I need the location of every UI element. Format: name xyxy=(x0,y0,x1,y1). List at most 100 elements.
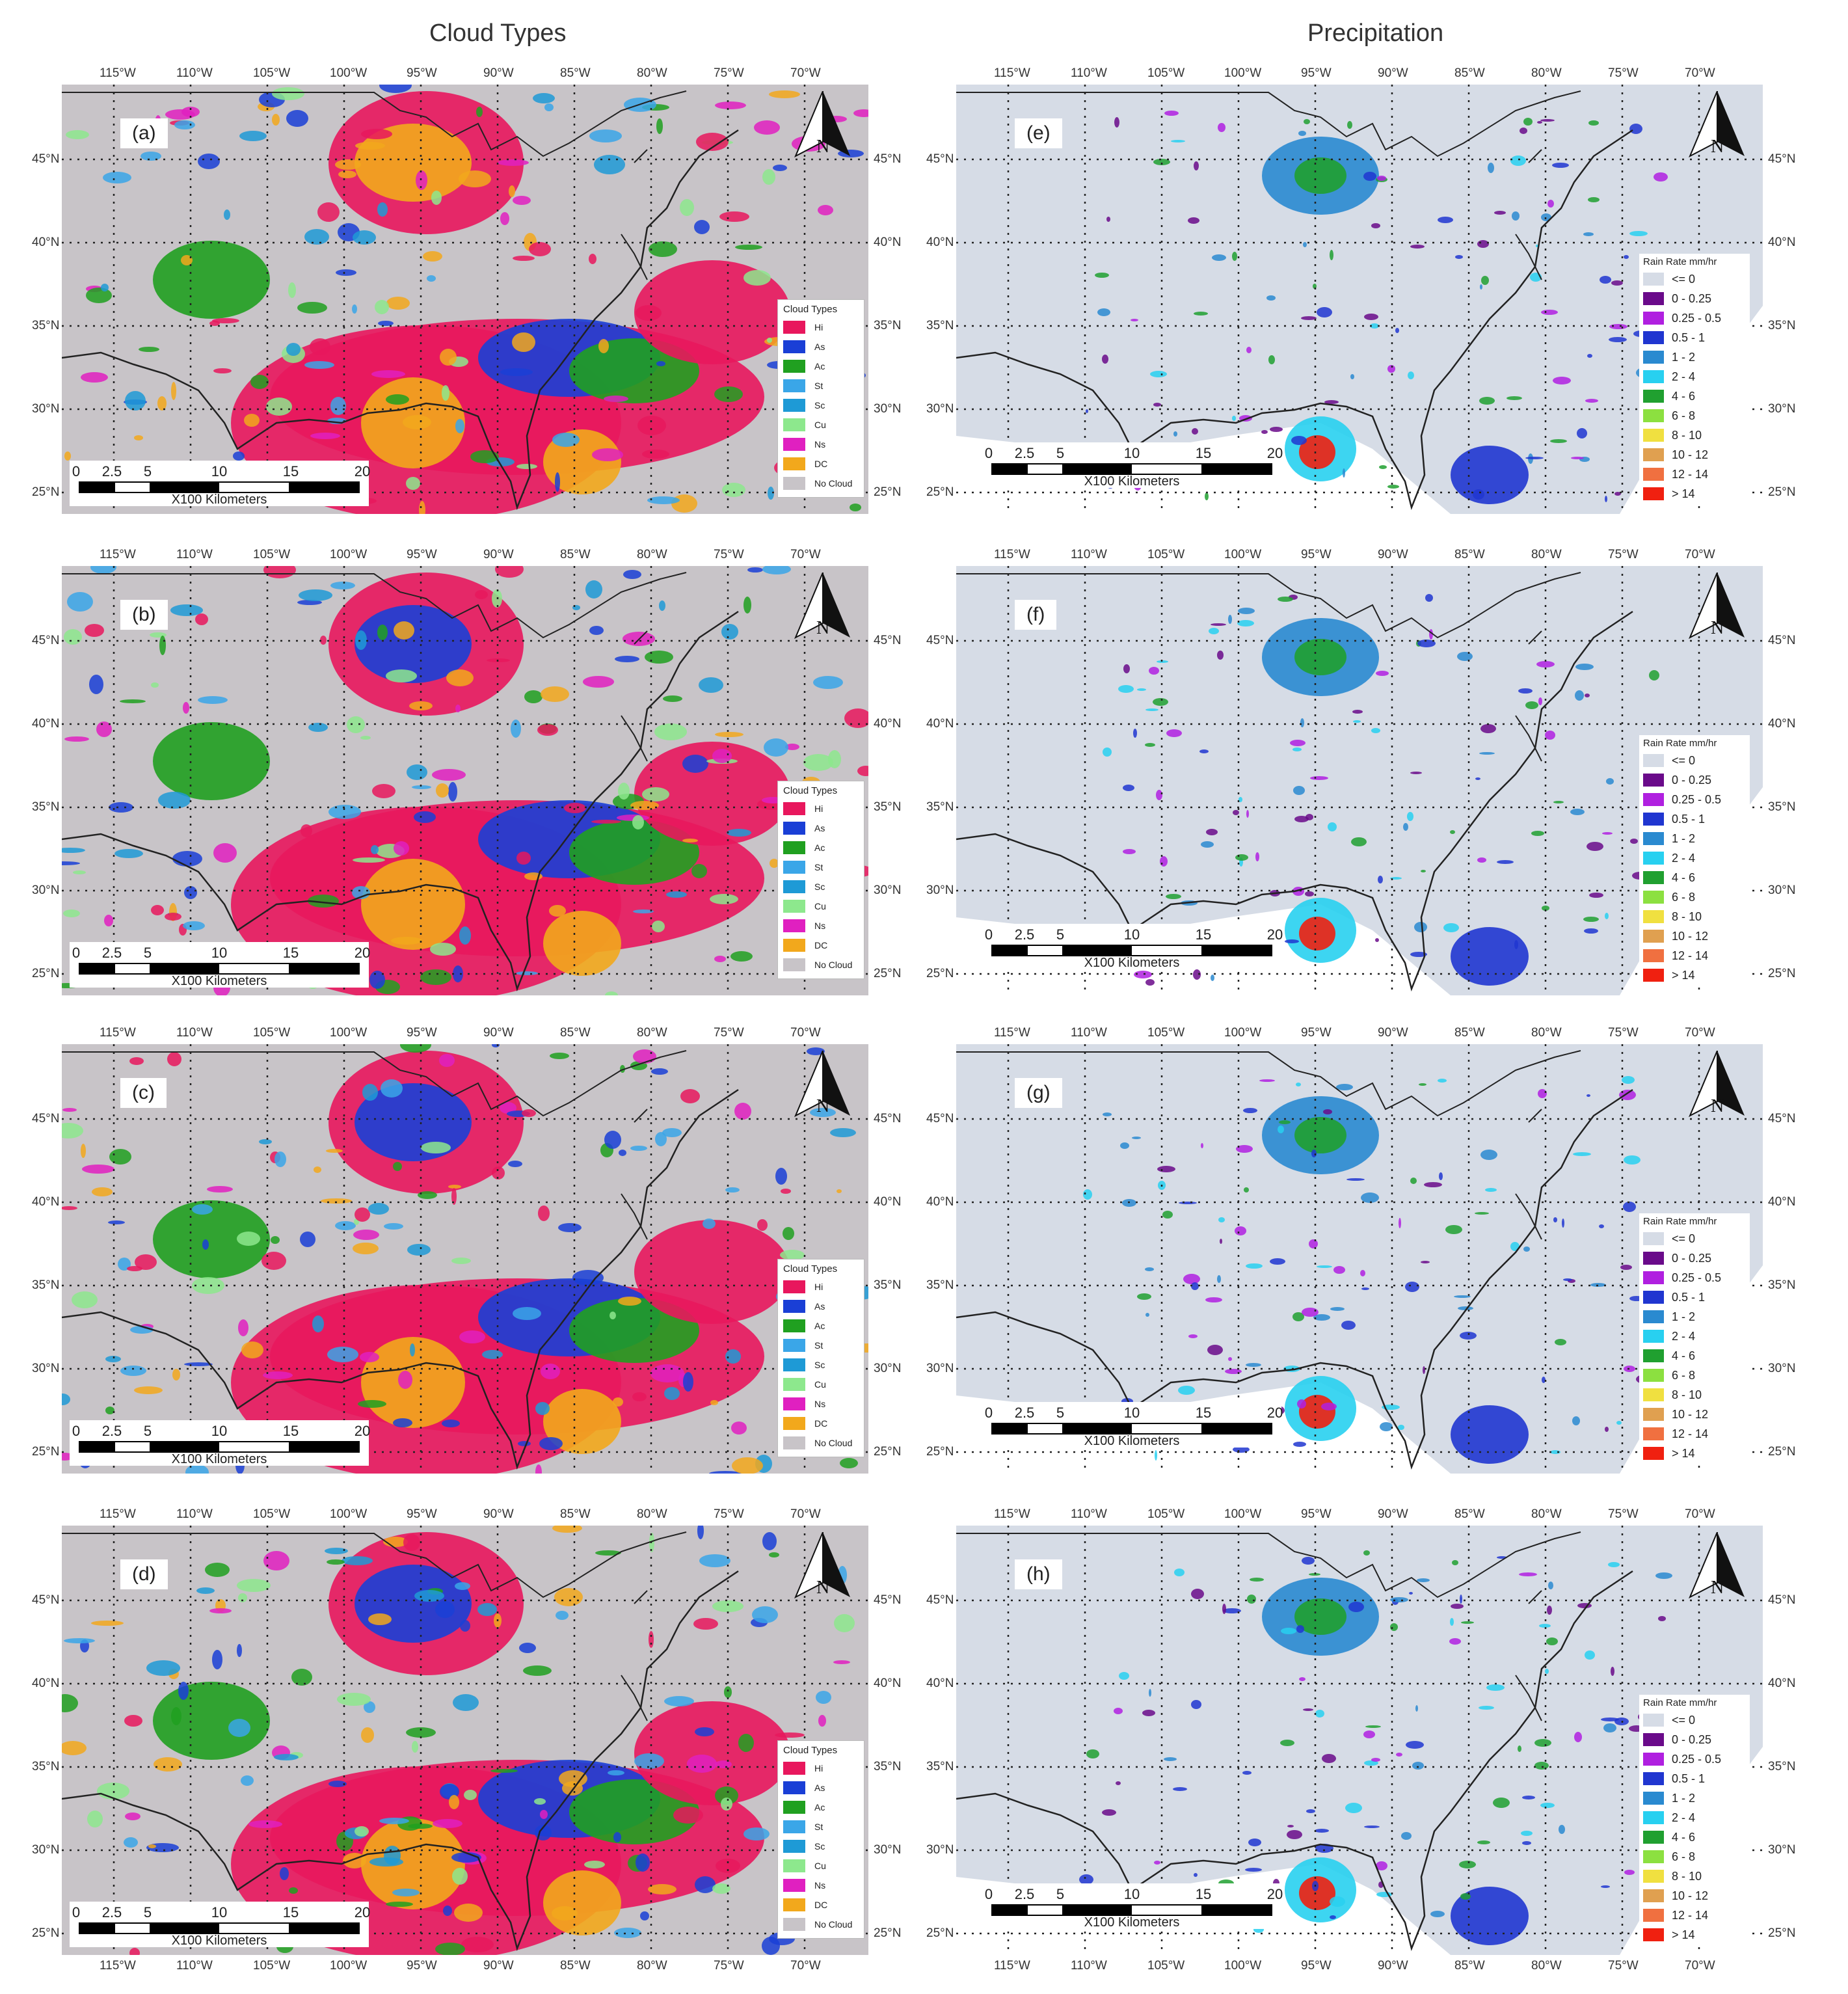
legend-swatch xyxy=(1643,448,1664,461)
legend-item: <= 0 xyxy=(1643,269,1746,289)
lat-tick-label-left: 40°N xyxy=(32,1195,60,1209)
lon-tick-label-bottom: 105°W xyxy=(1147,1959,1185,1973)
lon-tick-label: 85°W xyxy=(560,1026,591,1040)
lon-tick-label-bottom: 110°W xyxy=(176,1959,213,1973)
legend-label: No Cloud xyxy=(814,960,853,970)
legend-swatch xyxy=(783,1879,805,1892)
legend-swatch xyxy=(1643,351,1664,364)
legend-swatch xyxy=(1643,1369,1664,1382)
legend-item: 2 - 4 xyxy=(1643,1808,1746,1827)
lon-tick-label-bottom: 100°W xyxy=(330,1959,368,1973)
north-arrow-icon: N xyxy=(790,90,855,163)
lon-tick-label: 85°W xyxy=(1454,1026,1485,1040)
scale-number: 15 xyxy=(282,945,299,961)
legend-item: 12 - 14 xyxy=(1643,1906,1746,1925)
lat-tick-label-right: 25°N xyxy=(1768,967,1796,980)
legend-swatch xyxy=(783,900,805,913)
panel-label: (b) xyxy=(120,600,168,630)
rain-rate-legend: Rain Rate mm/hr <= 0 0 - 0.25 0.25 - 0.5 0.5… xyxy=(1639,1213,1750,1466)
map-panel-d: 115°W 110°W 105°W 100°W 95°W 90°W 85°W 80°W 75°W… xyxy=(32,1507,901,1973)
north-letter: N xyxy=(816,137,830,157)
lat-tick-label-left: 35°N xyxy=(32,1760,60,1773)
lat-tick-label-left: 25°N xyxy=(32,485,60,499)
legend-item: No Cloud xyxy=(783,1433,859,1453)
legend-swatch xyxy=(783,958,805,971)
lat-tick-label-left: 35°N xyxy=(32,319,60,332)
legend-swatch xyxy=(1643,1928,1664,1941)
lat-tick-label-left: 45°N xyxy=(32,1593,60,1607)
legend-label: 0.5 - 1 xyxy=(1672,1290,1706,1304)
lon-tick-label-bottom: 90°W xyxy=(1378,1959,1408,1973)
legend-item: 8 - 10 xyxy=(1643,425,1746,445)
lat-tick-label-right: 40°N xyxy=(874,236,902,249)
lat-tick-label-right: 30°N xyxy=(874,883,902,897)
legend-item: 8 - 10 xyxy=(1643,1385,1746,1405)
legend-item: DC xyxy=(783,454,859,474)
legend-label: 4 - 6 xyxy=(1672,389,1696,403)
cloud-type-legend: Cloud Types Hi As Ac St Sc Cu Ns DC No Cloud xyxy=(777,781,864,979)
legend-label: No Cloud xyxy=(814,478,853,489)
legend-label: Ns xyxy=(814,1880,826,1891)
legend-item: 1 - 2 xyxy=(1643,1307,1746,1327)
legend-swatch xyxy=(783,360,805,373)
lat-tick-label-right: 40°N xyxy=(874,1195,902,1209)
legend-label: > 14 xyxy=(1672,487,1695,500)
scale-number: 10 xyxy=(211,1423,228,1439)
legend-item: 10 - 12 xyxy=(1643,1886,1746,1906)
lon-tick-label: 110°W xyxy=(176,548,213,561)
legend-label: 0.5 - 1 xyxy=(1672,812,1706,826)
scale-unit: X100 Kilometers xyxy=(1084,1434,1180,1448)
lon-tick-label: 80°W xyxy=(637,548,667,561)
lat-tick-label-left: 35°N xyxy=(926,1278,954,1292)
scale-bar: 0 2.5 5 10 15 20 X100 Kilometers xyxy=(70,942,370,988)
lon-tick-label: 90°W xyxy=(1378,1026,1408,1040)
legend-swatch xyxy=(783,477,805,490)
scale-number: 10 xyxy=(1123,1405,1140,1421)
legend-label: 2 - 4 xyxy=(1672,1329,1696,1343)
legend-swatch xyxy=(1643,1714,1664,1727)
legend-swatch xyxy=(1643,1271,1664,1284)
scale-number: 0 xyxy=(984,926,993,943)
map-canvas xyxy=(62,1526,868,1955)
lon-tick-label: 70°W xyxy=(790,548,821,561)
title-cloud-types: Cloud Types xyxy=(429,20,567,47)
lon-tick-label: 115°W xyxy=(100,1026,136,1040)
legend-swatch xyxy=(1643,1447,1664,1460)
lat-tick-label-right: 40°N xyxy=(1768,717,1796,731)
legend-item: 2 - 4 xyxy=(1643,848,1746,868)
legend-item: > 14 xyxy=(1643,1444,1746,1463)
lon-tick-label-bottom: 85°W xyxy=(560,1959,591,1973)
legend-label: Ac xyxy=(814,842,825,853)
lon-tick-label: 100°W xyxy=(1224,1026,1262,1040)
scale-number: 5 xyxy=(1056,1405,1065,1421)
legend-label: > 14 xyxy=(1672,1928,1695,1941)
scale-number: 5 xyxy=(143,945,152,961)
legend-label: <= 0 xyxy=(1672,272,1696,286)
lon-tick-label: 100°W xyxy=(1224,548,1262,561)
legend-label: 2 - 4 xyxy=(1672,851,1696,865)
scale-number: 2.5 xyxy=(1014,445,1035,461)
scale-number: 2.5 xyxy=(101,1423,122,1439)
map-frame xyxy=(62,1044,868,1474)
legend-label: 0.25 - 0.5 xyxy=(1672,1271,1722,1284)
scale-number: 0 xyxy=(72,945,81,961)
lat-tick-label-left: 35°N xyxy=(32,1278,60,1292)
legend-swatch xyxy=(783,438,805,451)
legend-label: 1 - 2 xyxy=(1672,1310,1696,1323)
scale-number: 2.5 xyxy=(1014,1405,1035,1421)
lon-tick-label: 90°W xyxy=(1378,548,1408,561)
legend-swatch xyxy=(783,418,805,431)
scale-bar: 0 2.5 5 10 15 20 X100 Kilometers xyxy=(70,1420,370,1466)
lat-tick-label-left: 30°N xyxy=(926,883,954,897)
legend-title: Rain Rate mm/hr xyxy=(1643,1216,1717,1227)
legend-label: 12 - 14 xyxy=(1672,1908,1709,1922)
scale-number: 20 xyxy=(1266,926,1283,943)
legend-item: 6 - 8 xyxy=(1643,1366,1746,1385)
legend-item: 8 - 10 xyxy=(1643,1866,1746,1886)
lat-tick-label-right: 35°N xyxy=(1768,1760,1796,1773)
legend-item: St xyxy=(783,857,859,877)
legend-label: 4 - 6 xyxy=(1672,1349,1696,1362)
legend-item: As xyxy=(783,337,859,357)
legend-swatch xyxy=(783,340,805,353)
lon-tick-label: 90°W xyxy=(483,548,514,561)
